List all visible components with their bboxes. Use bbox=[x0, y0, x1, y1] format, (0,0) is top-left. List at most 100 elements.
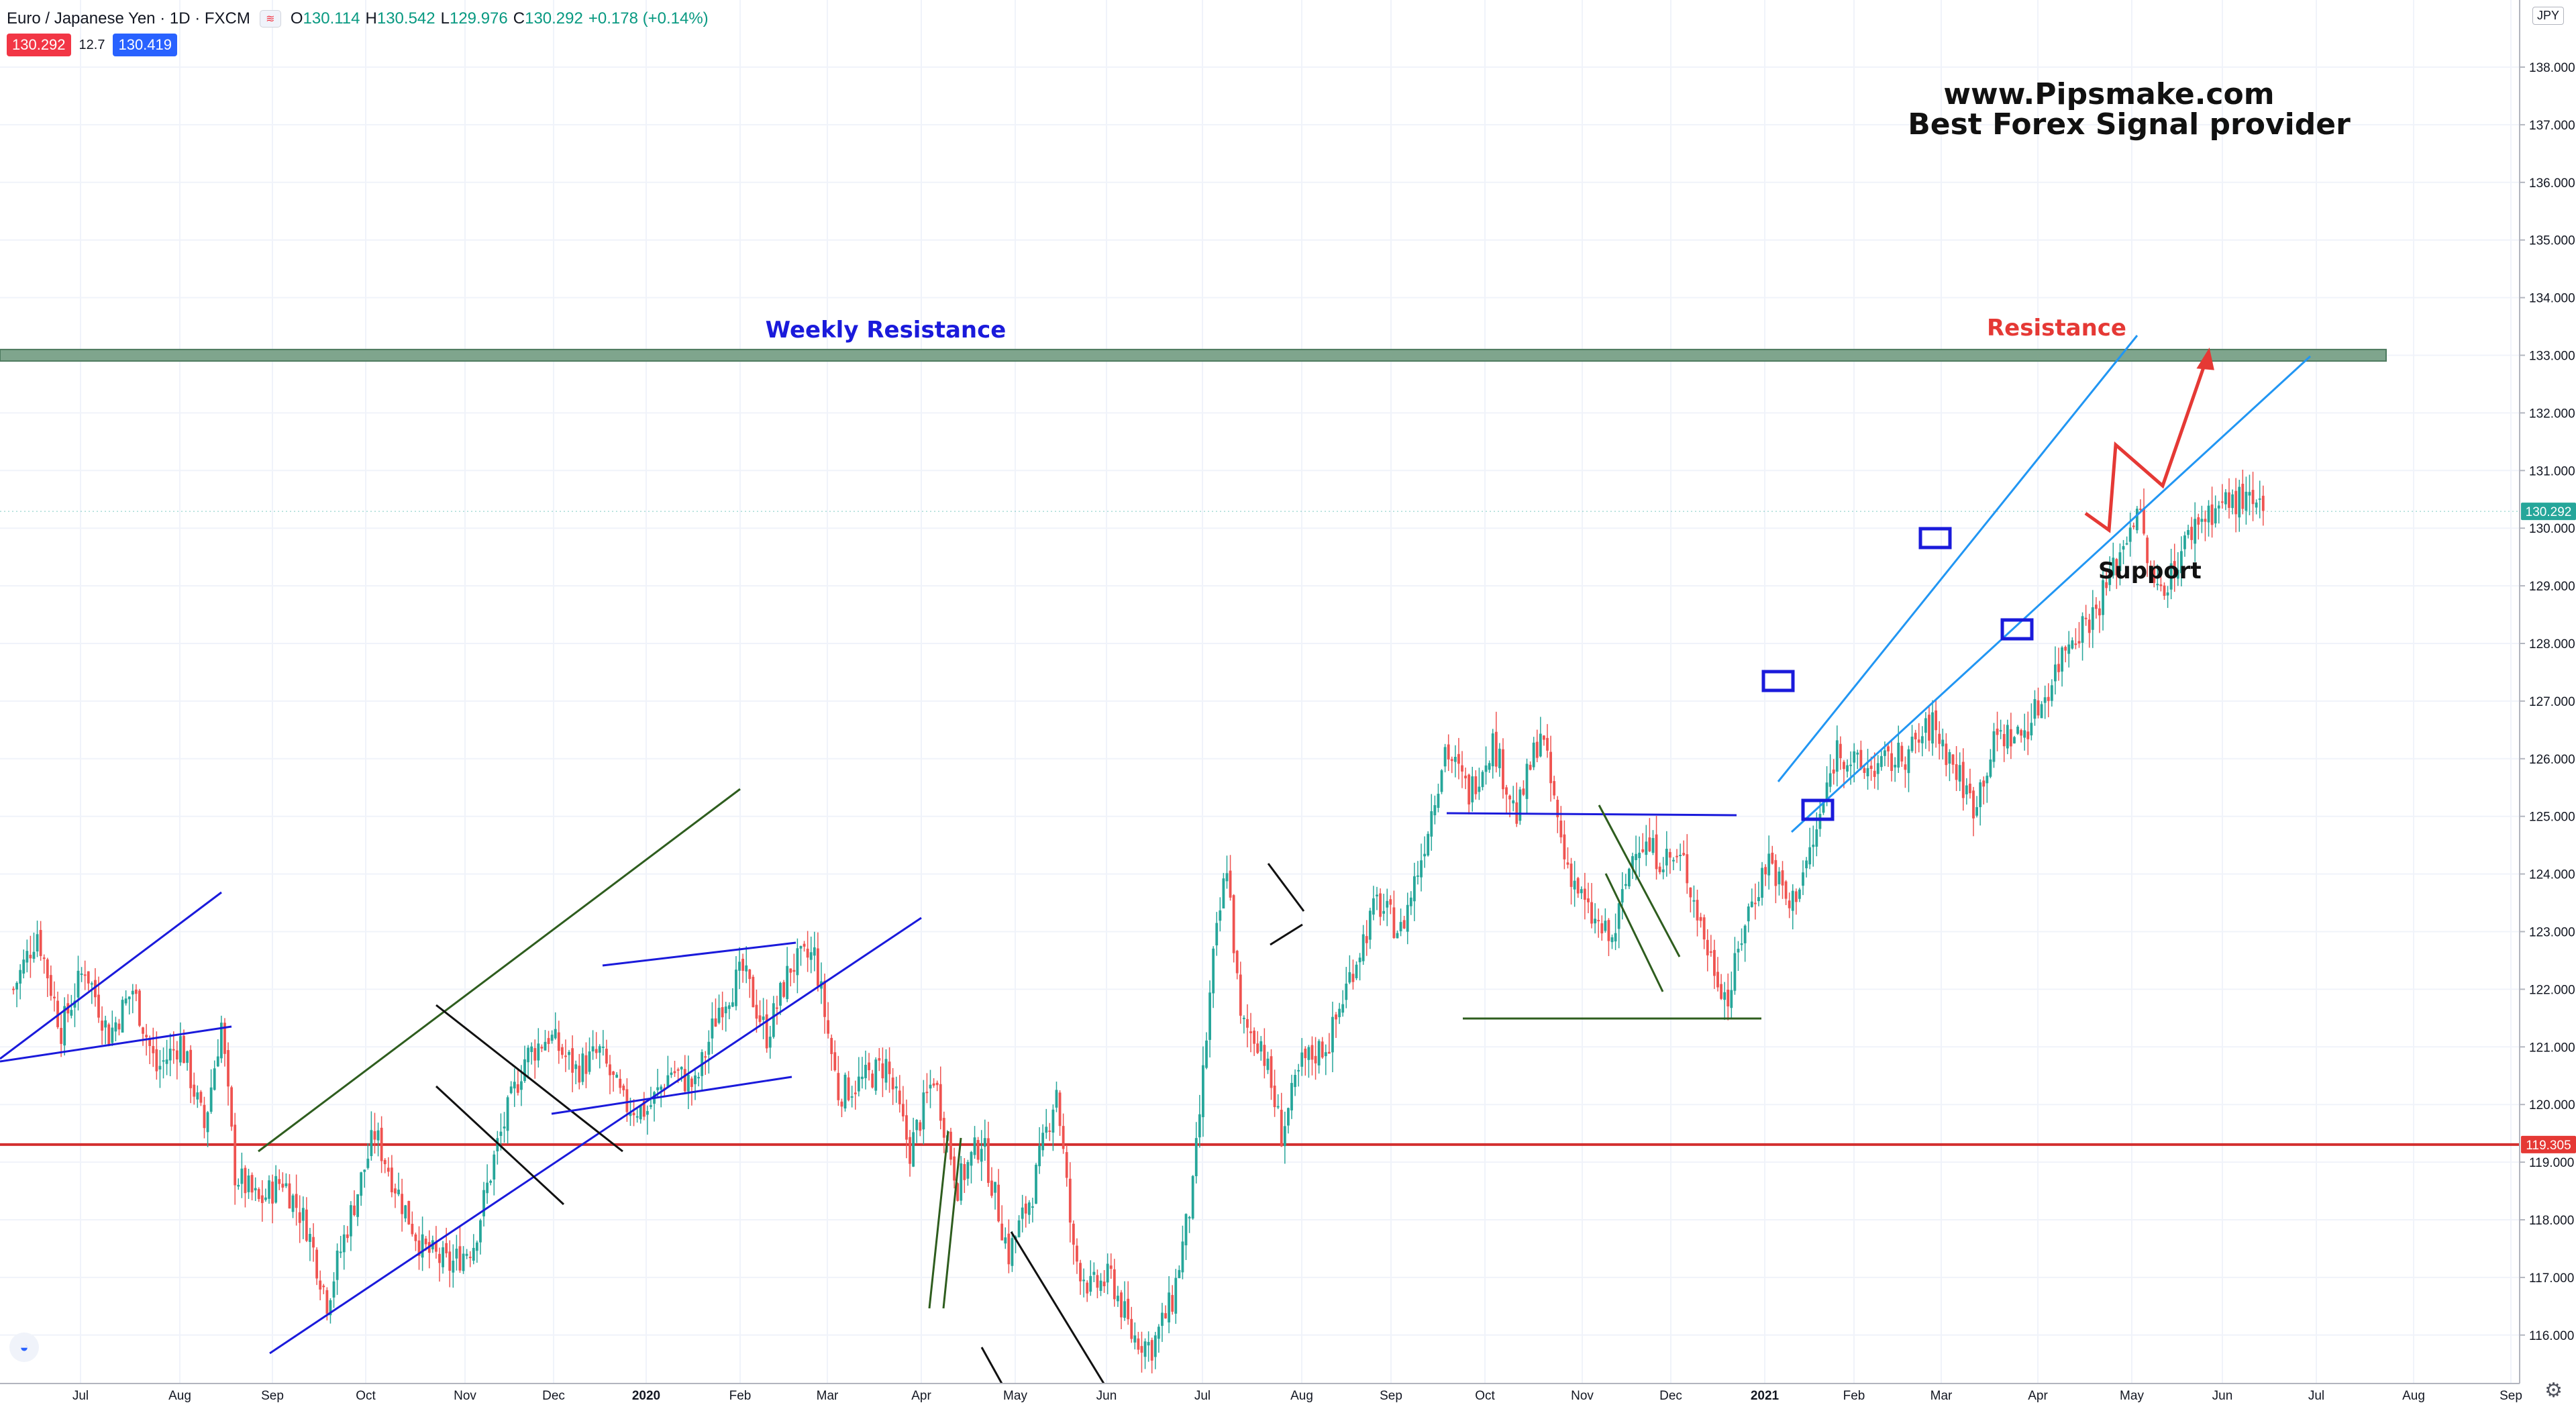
candle-body bbox=[244, 1167, 247, 1194]
candle-body bbox=[509, 1086, 513, 1094]
candle-body bbox=[789, 968, 792, 973]
candle-body bbox=[629, 1113, 632, 1116]
price-tick-label: 133.000 bbox=[2529, 350, 2575, 364]
candle-body bbox=[465, 1253, 468, 1256]
candle-body bbox=[578, 1065, 581, 1083]
candle-body bbox=[414, 1234, 417, 1241]
candle-body bbox=[513, 1082, 516, 1089]
candle-body bbox=[983, 1138, 986, 1147]
candle-body bbox=[864, 1064, 867, 1078]
price-tick-label: 128.000 bbox=[2529, 637, 2575, 651]
candle-body bbox=[1713, 949, 1716, 976]
candle-body bbox=[203, 1104, 206, 1129]
candle-body bbox=[554, 1029, 557, 1039]
candle-body bbox=[2197, 517, 2200, 525]
candle-body bbox=[2102, 580, 2104, 615]
currency-label[interactable]: JPY bbox=[2532, 7, 2564, 25]
candle-body bbox=[360, 1172, 363, 1196]
chart-flag-icon[interactable]: ≋ bbox=[259, 10, 281, 28]
candle-body bbox=[1818, 814, 1822, 829]
gear-icon[interactable]: ⚙ bbox=[2544, 1379, 2563, 1402]
candle-body bbox=[15, 982, 18, 990]
sell-button[interactable]: 130.292 bbox=[7, 34, 71, 56]
candle-body bbox=[1365, 936, 1368, 943]
candle-body bbox=[809, 952, 813, 960]
candle-body bbox=[711, 1018, 714, 1039]
candle-body bbox=[1635, 853, 1637, 860]
candle-body bbox=[2190, 527, 2194, 540]
candle-body bbox=[1508, 795, 1512, 800]
trendline bbox=[1446, 812, 1737, 817]
candle-body bbox=[1975, 806, 1978, 816]
candle-body bbox=[909, 1137, 911, 1164]
candle-body bbox=[1072, 1223, 1075, 1245]
price-tick-label: 123.000 bbox=[2529, 926, 2575, 940]
candle-body bbox=[796, 948, 799, 976]
candle-body bbox=[697, 1077, 700, 1079]
candle-body bbox=[479, 1220, 482, 1243]
candle-body bbox=[1150, 1340, 1153, 1361]
time-tick-label: Jun bbox=[1096, 1389, 1117, 1403]
price-tick-label: 134.000 bbox=[2529, 292, 2575, 306]
candle-body bbox=[925, 1092, 929, 1094]
candle-body bbox=[650, 1105, 652, 1107]
candle-body bbox=[884, 1059, 888, 1083]
price-tick-label: 138.000 bbox=[2529, 61, 2575, 75]
candle-body bbox=[898, 1090, 901, 1104]
trendline bbox=[928, 1131, 949, 1309]
candle-body bbox=[1740, 943, 1743, 945]
candle-body bbox=[625, 1089, 629, 1112]
arrow-head-icon bbox=[2196, 348, 2214, 370]
price-tick-label: 119.000 bbox=[2529, 1156, 2574, 1170]
high-label: H bbox=[365, 9, 377, 28]
candle-body bbox=[973, 1137, 976, 1155]
candle-body bbox=[1920, 736, 1924, 743]
candle-body bbox=[1232, 895, 1235, 953]
candle-body bbox=[1017, 1220, 1021, 1237]
candle-body bbox=[2040, 704, 2043, 719]
candle-body bbox=[622, 1086, 625, 1090]
weekly-level-label: 119.305 bbox=[2526, 1139, 2571, 1153]
candle-body bbox=[1849, 764, 1853, 766]
candle-body bbox=[2091, 607, 2094, 630]
candle-body bbox=[1832, 769, 1835, 774]
candle-body bbox=[2248, 492, 2251, 496]
symbol-title[interactable]: Euro / Japanese Yen · 1D · FXCM bbox=[7, 9, 250, 28]
candle-body bbox=[1137, 1338, 1140, 1350]
price-tick-label: 117.000 bbox=[2529, 1271, 2574, 1286]
candle-body bbox=[1665, 849, 1668, 866]
candle-body bbox=[571, 1048, 574, 1073]
candle-body bbox=[49, 975, 52, 996]
candle-body bbox=[1327, 1051, 1331, 1054]
price-tick-label: 125.000 bbox=[2529, 811, 2575, 825]
candle-body bbox=[1392, 907, 1396, 939]
candle-body bbox=[404, 1205, 407, 1218]
candle-body bbox=[199, 1092, 203, 1103]
candle-body bbox=[632, 1112, 635, 1116]
candle-body bbox=[1494, 731, 1498, 767]
candle-body bbox=[1753, 902, 1757, 904]
candle-body bbox=[874, 1059, 878, 1091]
candle-body bbox=[1917, 739, 1920, 743]
candle-body bbox=[1590, 902, 1593, 924]
high-value: 130.542 bbox=[376, 9, 435, 28]
candle-body bbox=[1716, 972, 1719, 988]
buy-button[interactable]: 130.419 bbox=[113, 34, 177, 56]
candle-body bbox=[741, 958, 745, 971]
candle-body bbox=[1096, 1275, 1099, 1288]
candle-body bbox=[1420, 860, 1423, 878]
candle-body bbox=[1873, 770, 1876, 777]
candle-body bbox=[1031, 1206, 1034, 1208]
candle-body bbox=[506, 1097, 509, 1131]
resistance-label: Resistance bbox=[1987, 315, 2126, 342]
candle-body bbox=[1007, 1233, 1011, 1265]
candle-body bbox=[1062, 1126, 1065, 1149]
candle-body bbox=[1048, 1130, 1051, 1132]
candle-body bbox=[1989, 759, 1992, 777]
candle-body bbox=[142, 1027, 144, 1034]
candle-body bbox=[1573, 880, 1576, 890]
candle-body bbox=[2149, 565, 2153, 568]
tradingview-logo-icon[interactable]: ◒ bbox=[9, 1333, 39, 1362]
candle-body bbox=[1945, 743, 1948, 766]
